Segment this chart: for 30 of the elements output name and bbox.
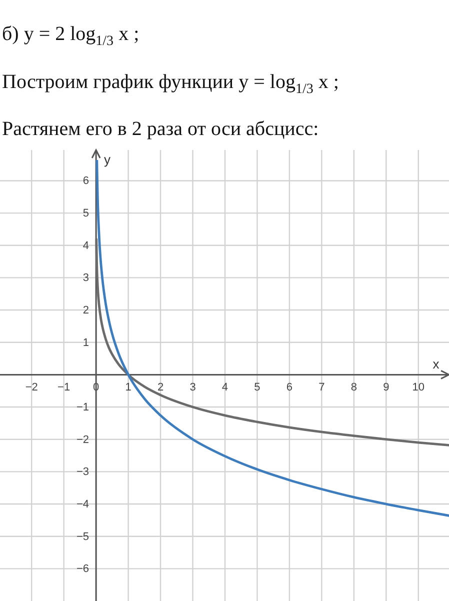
y-axis-title: y	[104, 152, 112, 167]
x-axis-title: x	[432, 356, 440, 372]
x-tick-label: 10	[412, 382, 425, 394]
line-series	[95, 238, 449, 446]
x-tick-label: 6	[286, 382, 293, 394]
x-tick-label: 5	[254, 382, 260, 394]
x-tick-label: 7	[318, 382, 325, 394]
x-tick-label: 4	[222, 382, 228, 394]
y-tick-label: −3	[76, 466, 90, 478]
y-tick-label: 5	[82, 208, 90, 220]
chart-title: б) y = 2 log$_{1/3}$ x ;	[2, 23, 140, 49]
text: Растянем его в 2 раза от оси абсцисс:	[2, 118, 319, 140]
x-tick-label: 3	[190, 382, 196, 394]
x-tick-label: −1	[58, 382, 70, 394]
y-tick-label: 4	[82, 240, 90, 252]
text: Построим график функции y = log$_{1/3}$ x ;	[2, 71, 339, 97]
y-tick-label: 3	[82, 272, 90, 284]
y-tick-label: 2	[82, 304, 90, 317]
y-tick-label: 1	[82, 336, 90, 349]
y-tick-label: −2	[76, 434, 90, 446]
y-tick-label: 6	[82, 175, 90, 188]
y-tick-label: −5	[76, 530, 90, 543]
y-tick-label: −1	[76, 402, 90, 414]
y-tick-label: −6	[76, 563, 90, 576]
x-tick-label: −2	[25, 382, 38, 394]
x-tick-label: 9	[383, 382, 390, 394]
x-tick-label: 2	[157, 382, 164, 394]
x-tick-label: 1	[125, 382, 132, 394]
y-tick-label: −4	[76, 498, 90, 511]
x-tick-label: 8	[350, 382, 357, 394]
